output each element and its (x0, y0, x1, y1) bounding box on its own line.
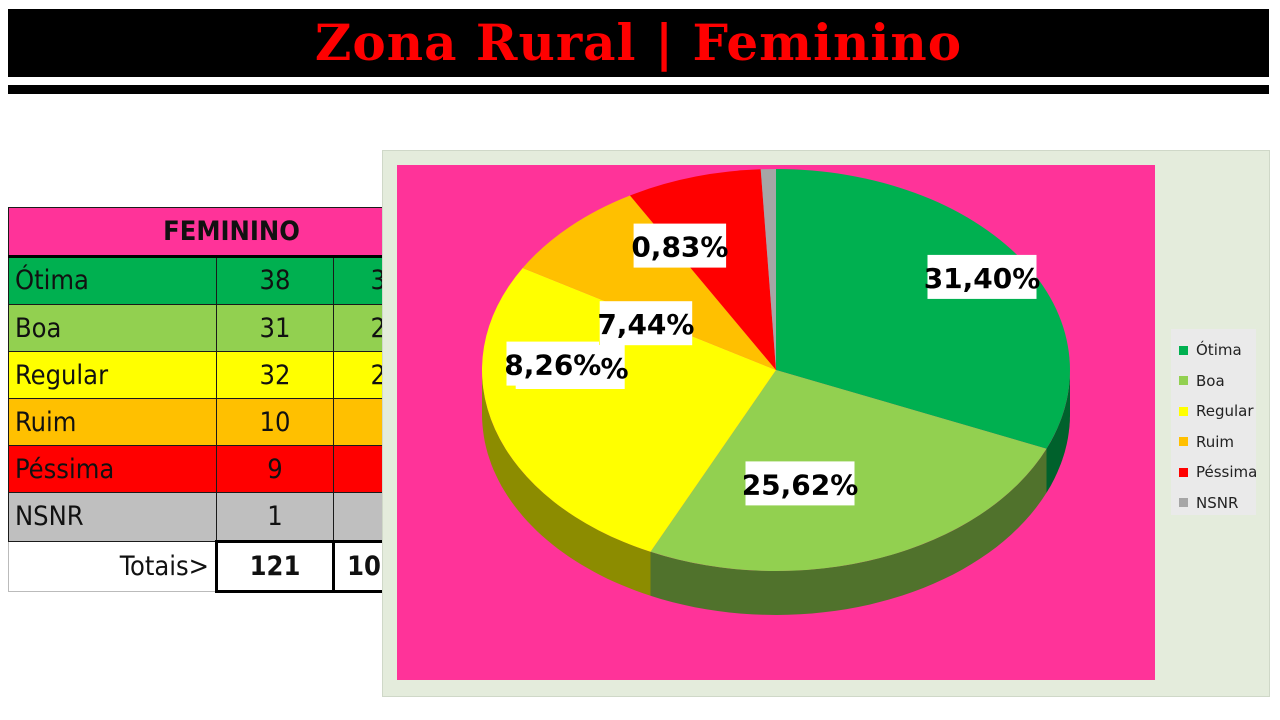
row-label: Regular (8, 351, 217, 400)
legend-item: Regular (1171, 396, 1256, 427)
row-label: Péssima (8, 445, 217, 493)
totals-count: 121 (215, 539, 335, 594)
legend-label: Péssima (1196, 463, 1258, 482)
legend-swatch (1179, 376, 1188, 386)
title-bar: Zona Rural | Feminino (8, 9, 1269, 77)
page-title: Zona Rural | Feminino (314, 13, 963, 72)
row-count: 32 (216, 351, 334, 400)
row-label: NSNR (8, 492, 217, 542)
legend-label: Ótima (1196, 341, 1242, 360)
legend-item: Péssima (1171, 457, 1258, 488)
legend-label: NSNR (1196, 493, 1239, 512)
row-count: 9 (216, 445, 334, 493)
row-count: 1 (216, 492, 334, 542)
plot-area (397, 165, 1155, 680)
row-count: 10 (216, 398, 334, 447)
legend-label: Ruim (1196, 432, 1235, 451)
legend-swatch (1179, 406, 1188, 416)
legend-swatch (1179, 498, 1188, 508)
legend-item: Ruim (1171, 427, 1256, 458)
table-header-row: FEMININO (7, 207, 456, 258)
legend-item: Ótima (1171, 335, 1256, 366)
table-header: FEMININO (7, 207, 456, 258)
row-count: 31 (216, 304, 334, 353)
row-label: Boa (8, 304, 217, 353)
frequency-table: FEMININO Ótima 38 31,40 Boa 31 25,62 Reg… (7, 207, 457, 594)
chart-legend: Ótima Boa Regular Ruim Péssima NSNR (1171, 329, 1258, 515)
legend-swatch (1179, 345, 1188, 355)
legend-swatch (1179, 467, 1188, 477)
row-label: Ótima (8, 255, 217, 306)
legend-swatch (1179, 437, 1188, 447)
totals-label: Totais> (8, 540, 217, 593)
legend-label: Regular (1196, 402, 1254, 421)
legend-item: NSNR (1171, 488, 1256, 519)
legend-label: Boa (1196, 371, 1225, 390)
row-label: Ruim (8, 398, 217, 447)
legend-item: Boa (1171, 366, 1256, 397)
title-underline (8, 85, 1269, 94)
row-count: 38 (216, 255, 334, 306)
